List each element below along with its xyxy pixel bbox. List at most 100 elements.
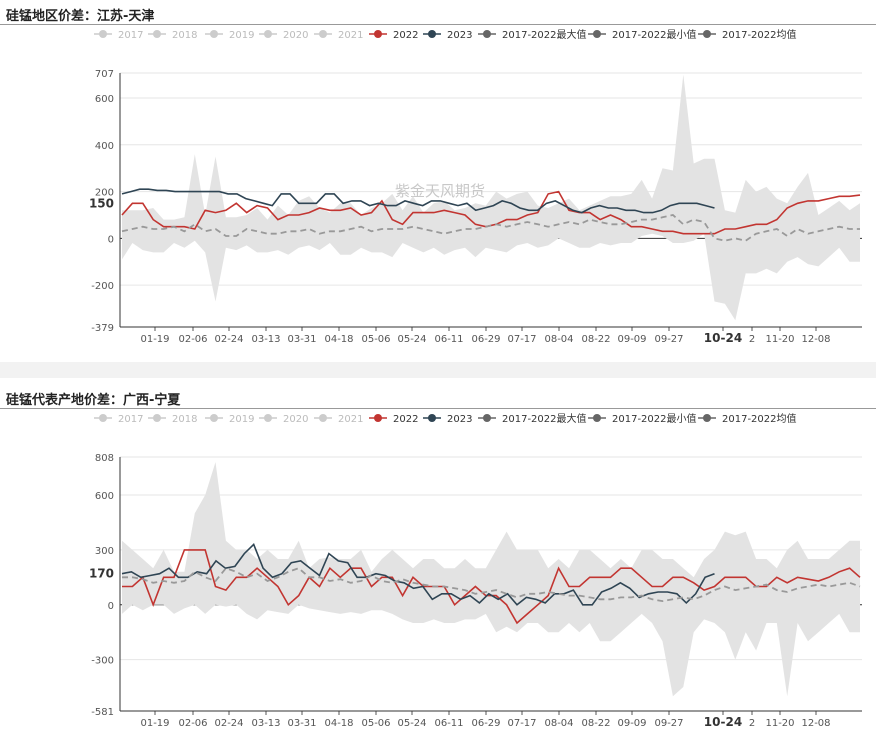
x-tick-label: 09-09 [617, 334, 646, 345]
x-tick-label: 11-20 [765, 718, 794, 729]
y-tick-label: 300 [95, 546, 114, 557]
legend-item-2018[interactable]: 2018 [148, 414, 197, 425]
legend-item-2017[interactable]: 2017 [94, 30, 143, 41]
legend-item-2018[interactable]: 2018 [148, 30, 197, 41]
series-line-2023 [121, 542, 715, 606]
legend-label: 2017-2022均值 [722, 412, 797, 425]
x-tick-label: 06-29 [471, 718, 500, 729]
legend-item-2017-2022均值[interactable]: 2017-2022均值 [698, 28, 797, 41]
legend-item-2020[interactable]: 2020 [259, 30, 308, 41]
x-tick-label: 06-29 [471, 334, 500, 345]
y-tick-label: -379 [91, 323, 114, 334]
series-line-2023 [121, 188, 715, 214]
x-tick-label: 02-06 [178, 718, 207, 729]
x-tick-label: 2 [749, 334, 755, 345]
legend-item-2021[interactable]: 2021 [314, 414, 363, 425]
legend-marker [374, 30, 382, 38]
legend-item-2017-2022最小值[interactable]: 2017-2022最小值 [588, 28, 697, 41]
y-tick-label: 600 [95, 94, 114, 105]
x-tick-label: 02-24 [214, 718, 243, 729]
legend-label: 2018 [172, 30, 197, 41]
legend-label: 2022 [393, 30, 418, 41]
panel-gap [0, 362, 876, 378]
x-tick-label: 06-11 [434, 718, 463, 729]
series-line-2017-2022均值 [122, 567, 861, 603]
title-divider-1 [0, 24, 876, 25]
chart-panel-2: 硅锰代表产地价差：广西-宁夏 [0, 378, 876, 734]
legend-label: 2020 [283, 414, 308, 425]
x-tick-label: 09-27 [654, 334, 683, 345]
chart-title-2: 硅锰代表产地价差：广西-宁夏 [6, 393, 181, 408]
x-tick-label: 06-11 [434, 334, 463, 345]
title-divider-2 [0, 408, 876, 409]
legend-label: 2023 [447, 414, 472, 425]
y-tick-label: 200 [95, 188, 114, 199]
legend-marker [264, 30, 272, 38]
x-tick-label: 05-06 [361, 718, 390, 729]
x-tick-label: 05-24 [397, 334, 426, 345]
legend-marker [210, 30, 218, 38]
x-tick-label: 11-20 [765, 334, 794, 345]
x-tick-label: 09-09 [617, 718, 646, 729]
x-tick-label: 07-17 [507, 718, 536, 729]
legend-marker [153, 30, 161, 38]
x-tick-label: 03-13 [251, 718, 280, 729]
x-tick-label: 03-13 [251, 334, 280, 345]
x-tick-label: 02-24 [214, 334, 243, 345]
legend-item-2023[interactable]: 2023 [423, 30, 472, 41]
legend-marker [319, 30, 327, 38]
legend-item-2023[interactable]: 2023 [423, 414, 472, 425]
x-tick-label: 04-18 [324, 718, 353, 729]
legend-marker [703, 30, 711, 38]
watermark: 紫金天风期货 [395, 182, 485, 200]
legend-item-2019[interactable]: 2019 [205, 30, 254, 41]
x-tick-label: 04-18 [324, 334, 353, 345]
series-band-max-min [122, 462, 860, 697]
legend-item-2017-2022最小值[interactable]: 2017-2022最小值 [588, 412, 697, 425]
y-tick-label: 0 [108, 234, 114, 245]
legend-item-2022[interactable]: 2022 [369, 414, 418, 425]
legend-marker [99, 414, 107, 422]
chart-title-1: 硅锰地区价差：江苏-天津 [6, 9, 155, 24]
legend-label: 2021 [338, 414, 363, 425]
legend-item-2017-2022最大值[interactable]: 2017-2022最大值 [478, 28, 587, 41]
y-tick-label: 400 [95, 141, 114, 152]
x-tick-label: 01-19 [140, 718, 169, 729]
y-tick-label: 808 [95, 453, 114, 464]
legend-label: 2022 [393, 414, 418, 425]
legend-label: 2017-2022最小值 [612, 28, 697, 41]
y-tick-label: -581 [91, 707, 114, 718]
legend-label: 2017-2022最大值 [502, 28, 587, 41]
legend-marker [210, 414, 218, 422]
legend-item-2019[interactable]: 2019 [205, 414, 254, 425]
y-tick-label: 707 [95, 69, 114, 80]
chart-svg-2: 2017 2018 2019 2020 2021 2022 2023 2017-2022最大值… [89, 412, 862, 729]
legend-item-2017-2022最大值[interactable]: 2017-2022最大值 [478, 412, 587, 425]
legend-marker [374, 414, 382, 422]
x-tick-label: 08-04 [544, 718, 573, 729]
legend-marker [483, 414, 491, 422]
legend-item-2021[interactable]: 2021 [314, 30, 363, 41]
x-tick-label: 07-17 [507, 334, 536, 345]
legend-label: 2017-2022均值 [722, 28, 797, 41]
y-tick-label: 600 [95, 491, 114, 502]
legend-label: 2018 [172, 414, 197, 425]
chart-panel-1: 硅锰地区价差：江苏-天津 [0, 0, 876, 362]
x-tick-label: 02-06 [178, 334, 207, 345]
legend-item-2017[interactable]: 2017 [94, 414, 143, 425]
legend-marker [428, 30, 436, 38]
x-tick-label: 08-04 [544, 334, 573, 345]
legend-item-2020[interactable]: 2020 [259, 414, 308, 425]
legend-marker [483, 30, 491, 38]
legend-item-2022[interactable]: 2022 [369, 30, 418, 41]
legend-marker [593, 30, 601, 38]
legend-item-2017-2022均值[interactable]: 2017-2022均值 [698, 412, 797, 425]
legend-label: 2017-2022最大值 [502, 412, 587, 425]
y-tick-label: -300 [91, 656, 114, 667]
legend-marker [593, 414, 601, 422]
x-tick-label: 03-31 [287, 718, 316, 729]
legend-marker [153, 414, 161, 422]
x-tick-label: 12-08 [801, 718, 830, 729]
chart-svg-1: 2017 2018 2019 2020 2021 2022 2023 2017-2022最大值… [89, 28, 862, 345]
x-tick-label: 10-24 [704, 715, 742, 729]
